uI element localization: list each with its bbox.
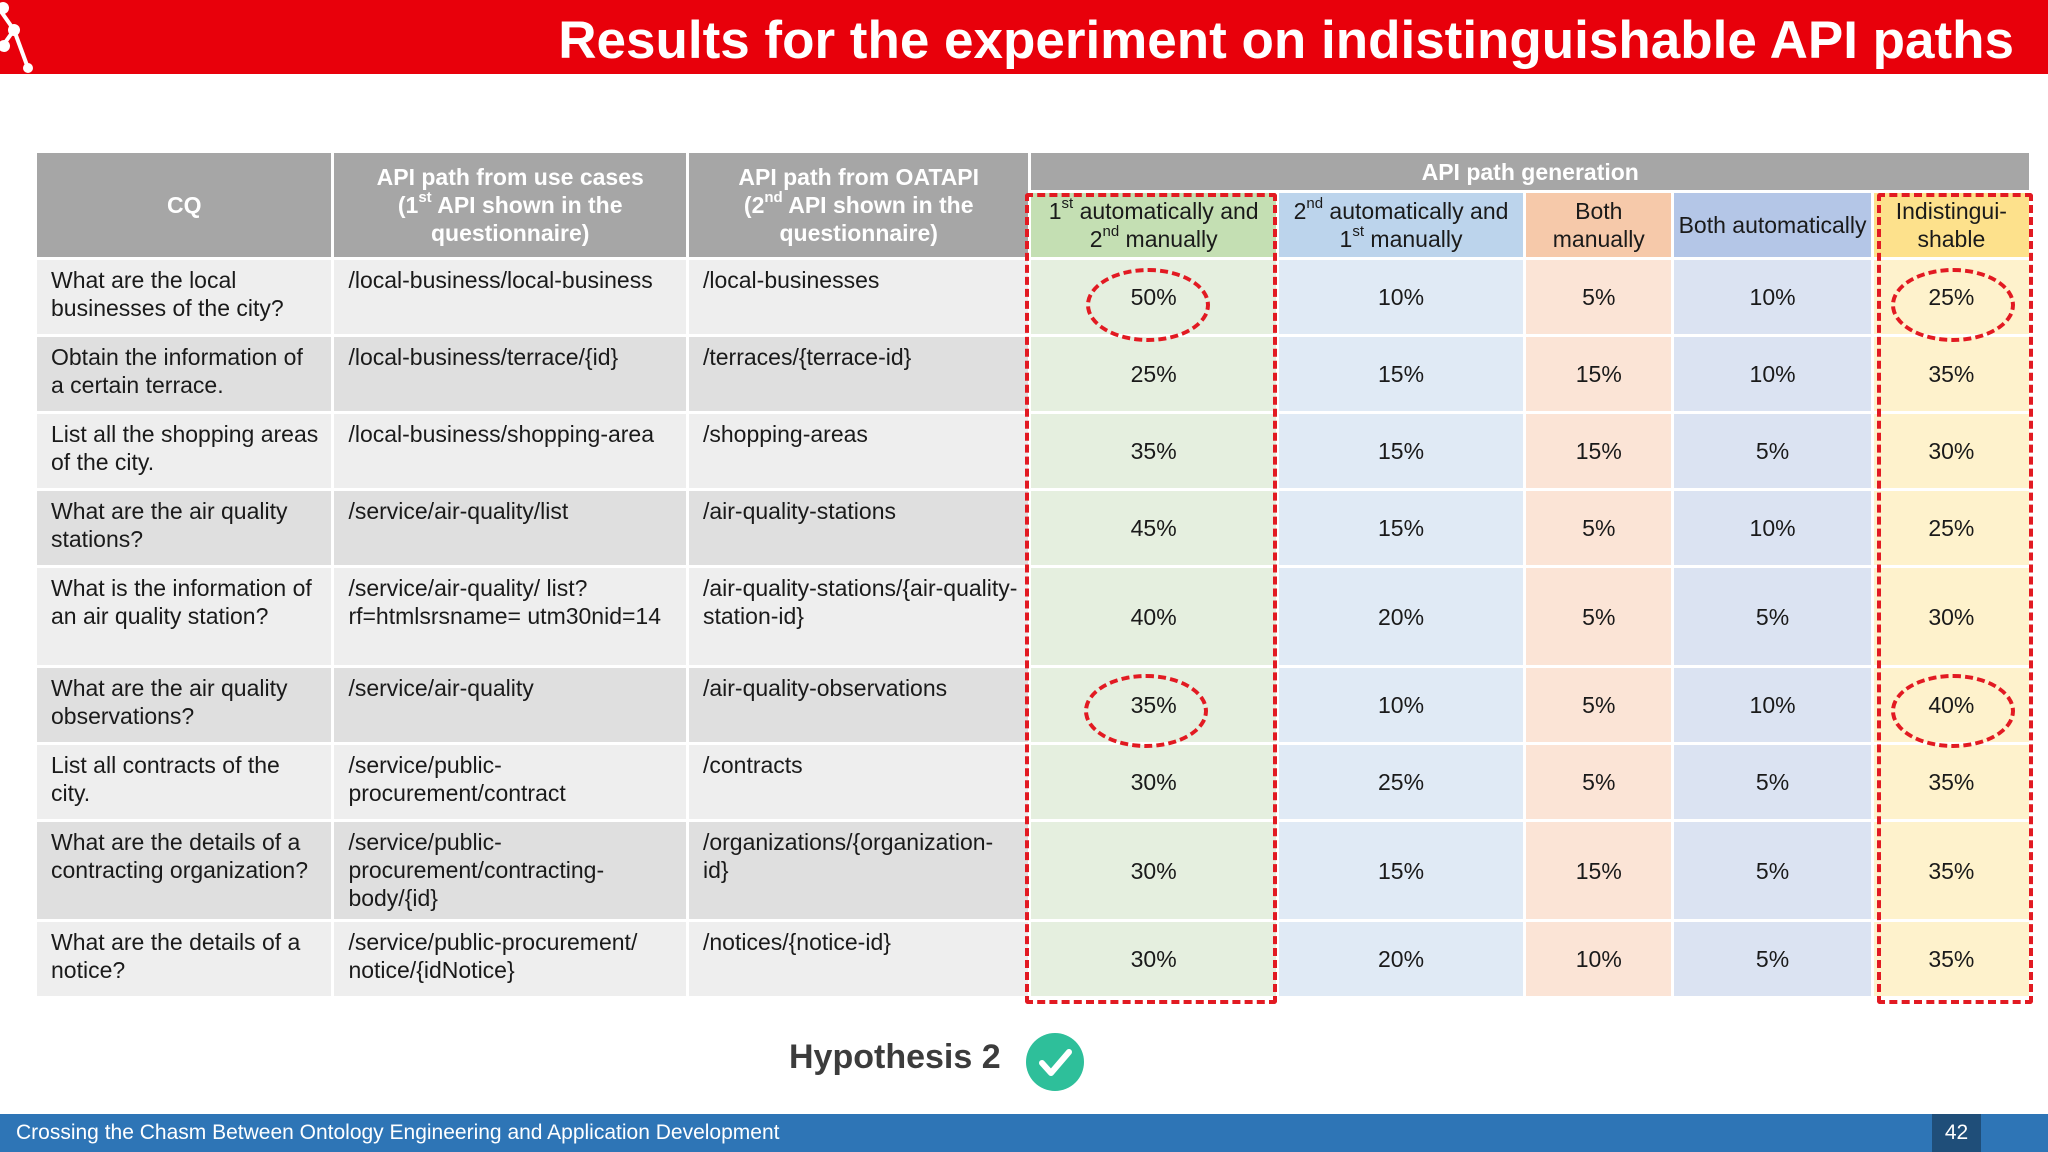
indistinguishable-cell: 30% xyxy=(1873,568,2029,665)
oatapi-path-cell: /air-quality-stations xyxy=(688,491,1029,565)
cq-cell: What is the information of an air qualit… xyxy=(37,568,332,665)
indistinguishable-cell: 35% xyxy=(1873,822,2029,919)
table-row: What are the details of a notice? /servi… xyxy=(37,922,2029,996)
auto1-manual2-cell: 35% xyxy=(1031,414,1276,488)
molecule-icon xyxy=(0,2,33,73)
use-case-path-cell: /service/air-quality/ list?rf=htmlsrsnam… xyxy=(334,568,686,665)
table-row: What are the details of a contracting or… xyxy=(37,822,2029,919)
highlight-column-indistinguishable xyxy=(1877,193,2033,1004)
cq-cell: What are the details of a contracting or… xyxy=(37,822,332,919)
header-api-path-generation: API path generation xyxy=(1031,153,2029,190)
use-case-path-cell: /local-business/shopping-area xyxy=(334,414,686,488)
both-automatically-cell: 10% xyxy=(1674,337,1871,411)
highlight-circle xyxy=(1891,268,2015,342)
cq-cell: What are the local businesses of the cit… xyxy=(37,260,332,334)
slide-title: Results for the experiment on indistingu… xyxy=(558,11,2014,70)
indistinguishable-cell: 30% xyxy=(1873,414,2029,488)
header-both-automatically: Both automatically xyxy=(1674,193,1871,257)
highlight-circle xyxy=(1084,674,1208,748)
use-case-path-cell: /local-business/local-business xyxy=(334,260,686,334)
header-oatapi-path: API path from OATAPI (2nd API shown in t… xyxy=(688,153,1029,257)
both-manually-cell: 5% xyxy=(1526,491,1672,565)
table-row: List all contracts of the city. /service… xyxy=(37,745,2029,819)
indistinguishable-cell: 35% xyxy=(1873,745,2029,819)
both-manually-cell: 15% xyxy=(1526,822,1672,919)
auto1-manual2-cell: 30% xyxy=(1031,922,1276,996)
auto2-manual1-cell: 15% xyxy=(1278,337,1524,411)
use-case-path-cell: /service/public-procurement/contract xyxy=(334,745,686,819)
slide-header: Results for the experiment on indistingu… xyxy=(0,0,2048,74)
auto2-manual1-cell: 20% xyxy=(1278,568,1524,665)
header-use-case-path: API path from use cases (1st API shown i… xyxy=(334,153,686,257)
indistinguishable-cell: 35% xyxy=(1873,922,2029,996)
both-automatically-cell: 5% xyxy=(1674,568,1871,665)
page-number: 42 xyxy=(1932,1114,1981,1152)
both-automatically-cell: 5% xyxy=(1674,745,1871,819)
both-manually-cell: 15% xyxy=(1526,414,1672,488)
auto1-manual2-cell: 45% xyxy=(1031,491,1276,565)
header-both-manually: Both manually xyxy=(1526,193,1672,257)
header-indistinguishable: Indistingui-shable xyxy=(1873,193,2029,257)
use-case-path-cell: /service/public-procurement/contracting-… xyxy=(334,822,686,919)
oatapi-path-cell: /local-businesses xyxy=(688,260,1029,334)
highlight-column-auto1-manual2 xyxy=(1025,193,1277,1004)
cq-cell: List all contracts of the city. xyxy=(37,745,332,819)
cq-cell: What are the air quality observations? xyxy=(37,668,332,742)
header-auto2-manual1: 2nd automatically and 1st manually xyxy=(1278,193,1524,257)
both-manually-cell: 5% xyxy=(1526,745,1672,819)
table-row: What are the air quality stations? /serv… xyxy=(37,491,2029,565)
oatapi-path-cell: /contracts xyxy=(688,745,1029,819)
oatapi-path-cell: /notices/{notice-id} xyxy=(688,922,1029,996)
indistinguishable-cell: 35% xyxy=(1873,337,2029,411)
header-auto1-manual2: 1st automatically and 2nd manually xyxy=(1031,193,1276,257)
use-case-path-cell: /service/air-quality xyxy=(334,668,686,742)
cq-cell: List all the shopping areas of the city. xyxy=(37,414,332,488)
use-case-path-cell: /service/air-quality/list xyxy=(334,491,686,565)
use-case-path-cell: /local-business/terrace/{id} xyxy=(334,337,686,411)
check-circle-icon xyxy=(1026,1033,1084,1091)
both-manually-cell: 15% xyxy=(1526,337,1672,411)
cq-cell: Obtain the information of a certain terr… xyxy=(37,337,332,411)
both-manually-cell: 5% xyxy=(1526,668,1672,742)
auto1-manual2-cell: 30% xyxy=(1031,745,1276,819)
oatapi-path-cell: /shopping-areas xyxy=(688,414,1029,488)
auto2-manual1-cell: 20% xyxy=(1278,922,1524,996)
auto1-manual2-cell: 30% xyxy=(1031,822,1276,919)
auto2-manual1-cell: 15% xyxy=(1278,414,1524,488)
oatapi-path-cell: /terraces/{terrace-id} xyxy=(688,337,1029,411)
table-row: Obtain the information of a certain terr… xyxy=(37,337,2029,411)
oatapi-path-cell: /air-quality-observations xyxy=(688,668,1029,742)
cq-cell: What are the details of a notice? xyxy=(37,922,332,996)
results-table: CQ API path from use cases (1st API show… xyxy=(34,150,2032,999)
oatapi-path-cell: /organizations/{organization-id} xyxy=(688,822,1029,919)
auto2-manual1-cell: 10% xyxy=(1278,260,1524,334)
auto1-manual2-cell: 25% xyxy=(1031,337,1276,411)
highlight-circle xyxy=(1086,268,1210,342)
auto2-manual1-cell: 10% xyxy=(1278,668,1524,742)
both-automatically-cell: 10% xyxy=(1674,260,1871,334)
highlight-circle xyxy=(1891,674,2015,748)
auto1-manual2-cell: 40% xyxy=(1031,568,1276,665)
both-automatically-cell: 5% xyxy=(1674,922,1871,996)
cq-cell: What are the air quality stations? xyxy=(37,491,332,565)
footer-text: Crossing the Chasm Between Ontology Engi… xyxy=(16,1121,780,1144)
both-automatically-cell: 10% xyxy=(1674,491,1871,565)
both-manually-cell: 10% xyxy=(1526,922,1672,996)
table-row: What is the information of an air qualit… xyxy=(37,568,2029,665)
both-automatically-cell: 5% xyxy=(1674,822,1871,919)
slide-footer: Crossing the Chasm Between Ontology Engi… xyxy=(0,1114,2048,1152)
indistinguishable-cell: 25% xyxy=(1873,491,2029,565)
both-manually-cell: 5% xyxy=(1526,568,1672,665)
auto2-manual1-cell: 15% xyxy=(1278,822,1524,919)
use-case-path-cell: /service/public-procurement/ notice/{idN… xyxy=(334,922,686,996)
both-manually-cell: 5% xyxy=(1526,260,1672,334)
header-cq: CQ xyxy=(37,153,332,257)
oatapi-path-cell: /air-quality-stations/{air-quality-stati… xyxy=(688,568,1029,665)
auto2-manual1-cell: 25% xyxy=(1278,745,1524,819)
table-row: List all the shopping areas of the city.… xyxy=(37,414,2029,488)
auto2-manual1-cell: 15% xyxy=(1278,491,1524,565)
both-automatically-cell: 5% xyxy=(1674,414,1871,488)
both-automatically-cell: 10% xyxy=(1674,668,1871,742)
hypothesis-label: Hypothesis 2 xyxy=(789,1038,1001,1076)
